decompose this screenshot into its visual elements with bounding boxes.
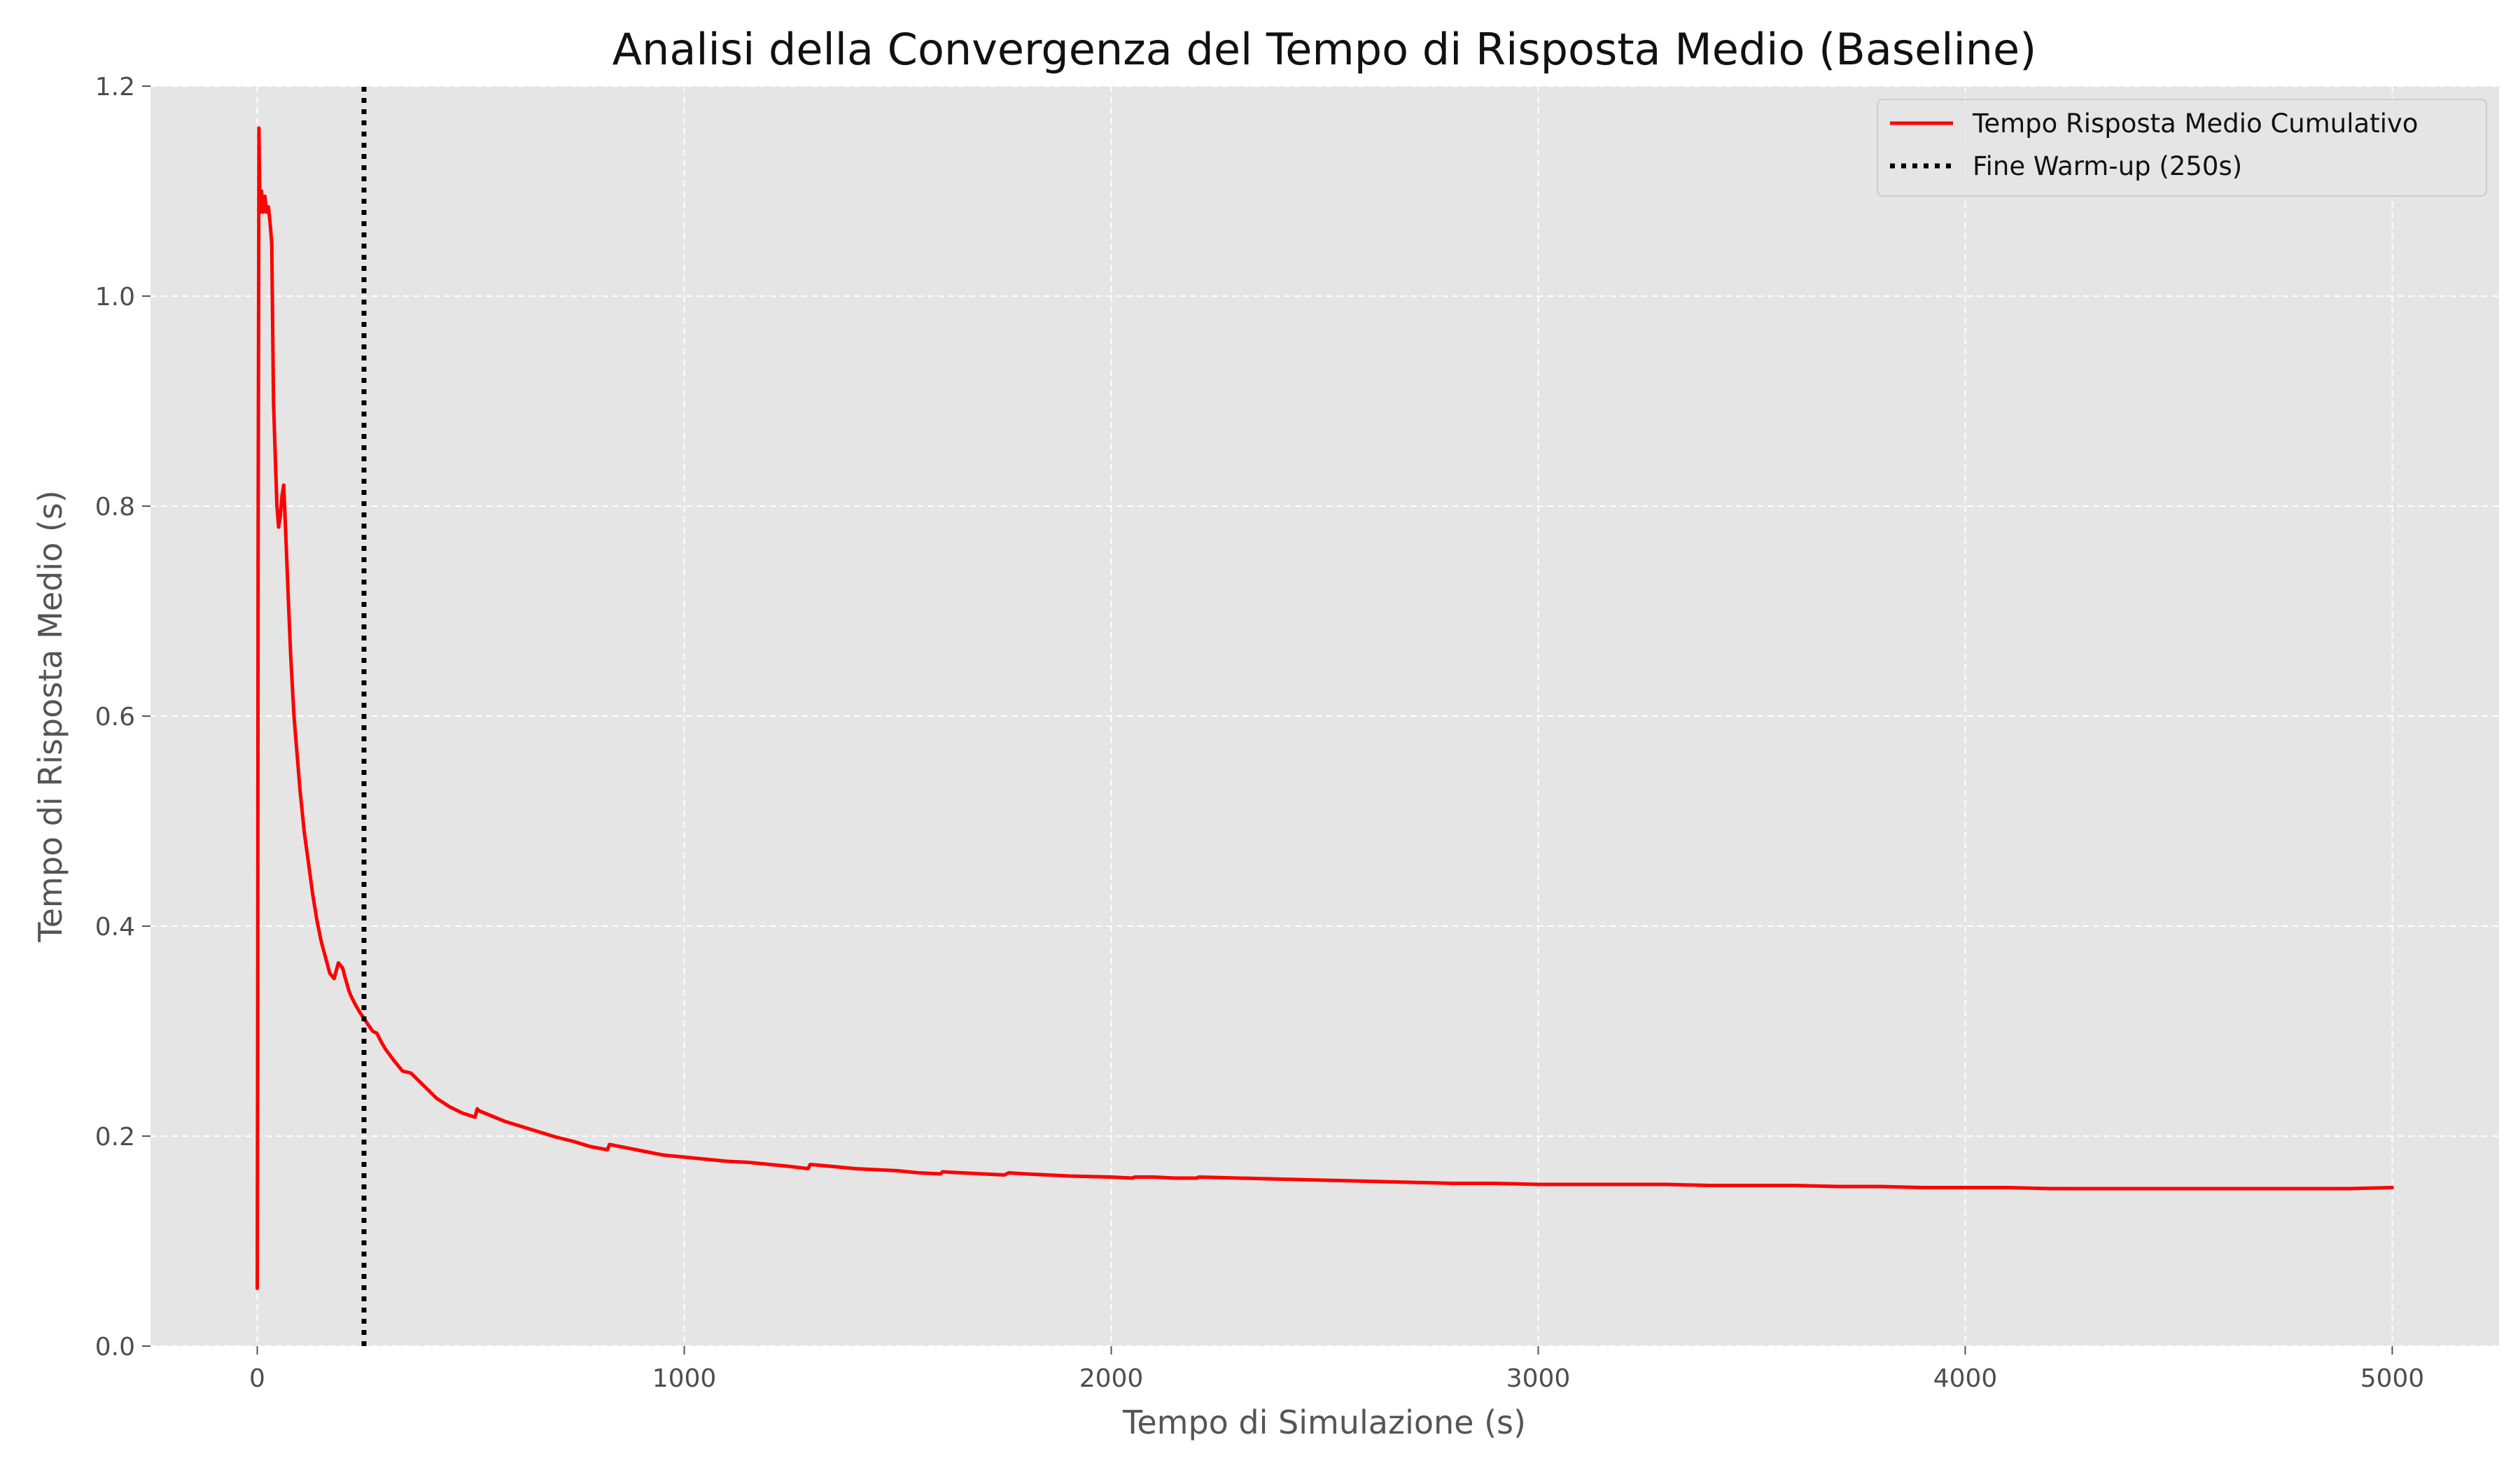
x-tick-label: 3000 (1506, 1364, 1571, 1393)
y-tick-label: 0.0 (95, 1333, 135, 1362)
x-tick-label: 0 (249, 1364, 265, 1393)
y-tick-label: 1.2 (95, 73, 135, 102)
series-response-time-line (255, 126, 2394, 1290)
x-tick-label: 1000 (652, 1364, 717, 1393)
series-layer (255, 86, 2394, 1346)
y-tick-label: 0.6 (95, 703, 135, 732)
y-axis-label: Tempo di Risposta Medio (s) (31, 490, 69, 942)
y-tick-label: 0.2 (95, 1123, 135, 1152)
legend: Tempo Risposta Medio Cumulativo Fine War… (1877, 99, 2487, 197)
legend-label-warmup: Fine Warm-up (250s) (1973, 151, 2242, 181)
legend-box (1877, 99, 2487, 197)
x-tick-label: 5000 (2360, 1364, 2425, 1393)
x-tick-label: 2000 (1079, 1364, 1144, 1393)
x-tick-label: 4000 (1933, 1364, 1998, 1393)
legend-label-response-time: Tempo Risposta Medio Cumulativo (1972, 108, 2418, 139)
y-tick-label: 1.0 (95, 283, 135, 312)
axes: 0 1000 2000 3000 4000 5000 0.0 0.2 0.4 0.6 0.8 1.0 1… (95, 73, 2425, 1393)
y-tick-label: 0.8 (95, 493, 135, 522)
y-tick-label: 0.4 (95, 913, 135, 941)
chart-title: Analisi della Convergenza del Tempo di R… (612, 24, 2037, 75)
grid (150, 85, 2499, 1347)
x-axis-label: Tempo di Simulazione (s) (1122, 1404, 1526, 1441)
